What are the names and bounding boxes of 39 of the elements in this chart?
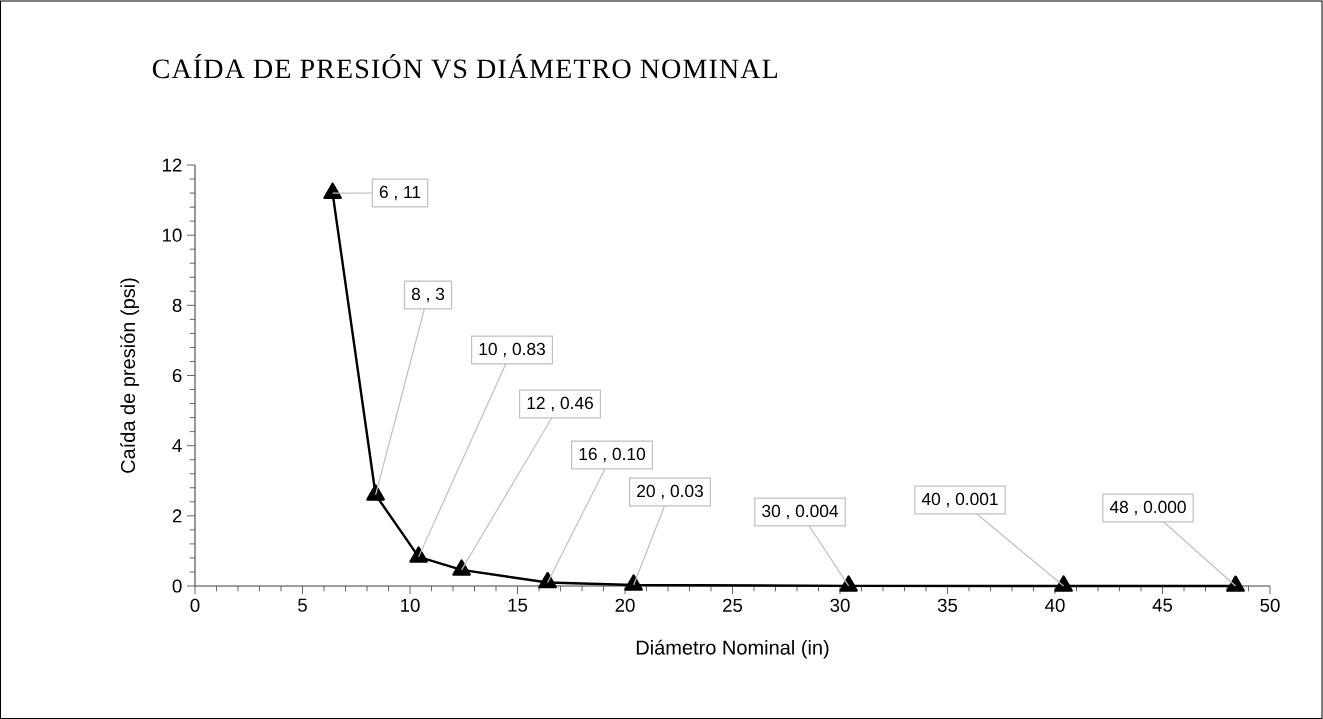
y-tick-label: 4 [172, 439, 182, 453]
x-tick-label: 25 [723, 598, 743, 612]
x-tick-label: 50 [1260, 598, 1280, 612]
x-tick-label: 0 [190, 598, 200, 612]
y-tick-label: 10 [162, 228, 182, 242]
data-label: 16 , 0.10 [579, 447, 646, 463]
point [1054, 575, 1073, 592]
x-tick-label: 40 [1045, 598, 1065, 612]
x-tick-label: 10 [401, 598, 420, 612]
data-label: 6 , 11 [379, 185, 421, 201]
data-label: 10 , 0.83 [479, 342, 545, 358]
data-label: 48 , 0.000 [1109, 500, 1186, 516]
point [323, 182, 342, 199]
point [624, 574, 643, 591]
data-label: 12 , 0.46 [527, 396, 593, 412]
data-label: 8 , 3 [411, 287, 445, 303]
x-tick-label: 20 [615, 598, 635, 612]
x-tick-label: 35 [937, 598, 958, 612]
y-tick-label: 12 [162, 158, 182, 172]
data-label: 20 , 0.03 [637, 484, 703, 500]
x-tick-label: 5 [298, 598, 307, 612]
point [1226, 575, 1245, 592]
data-label: 30 , 0.004 [762, 504, 839, 520]
x-tick-label: 45 [1152, 598, 1173, 612]
y-tick-label: 0 [172, 579, 182, 593]
point [452, 559, 471, 576]
x-tick-label: 15 [508, 598, 528, 612]
chart-title: CAÍDA DE PRESIÓN VS DIÁMETRO NOMINAL [152, 53, 777, 79]
point [839, 575, 858, 592]
y-axis-title: Caída de presión (psi) [120, 278, 140, 473]
point [366, 484, 385, 501]
y-tick-label: 8 [172, 298, 182, 312]
y-tick-label: 2 [172, 509, 182, 523]
data-label: 40 , 0.001 [921, 492, 998, 508]
x-axis-title: Diámetro Nominal (in) [636, 639, 829, 659]
x-tick-label: 30 [830, 598, 850, 612]
point [409, 546, 428, 563]
point [538, 571, 557, 589]
y-tick-label: 6 [172, 368, 182, 383]
